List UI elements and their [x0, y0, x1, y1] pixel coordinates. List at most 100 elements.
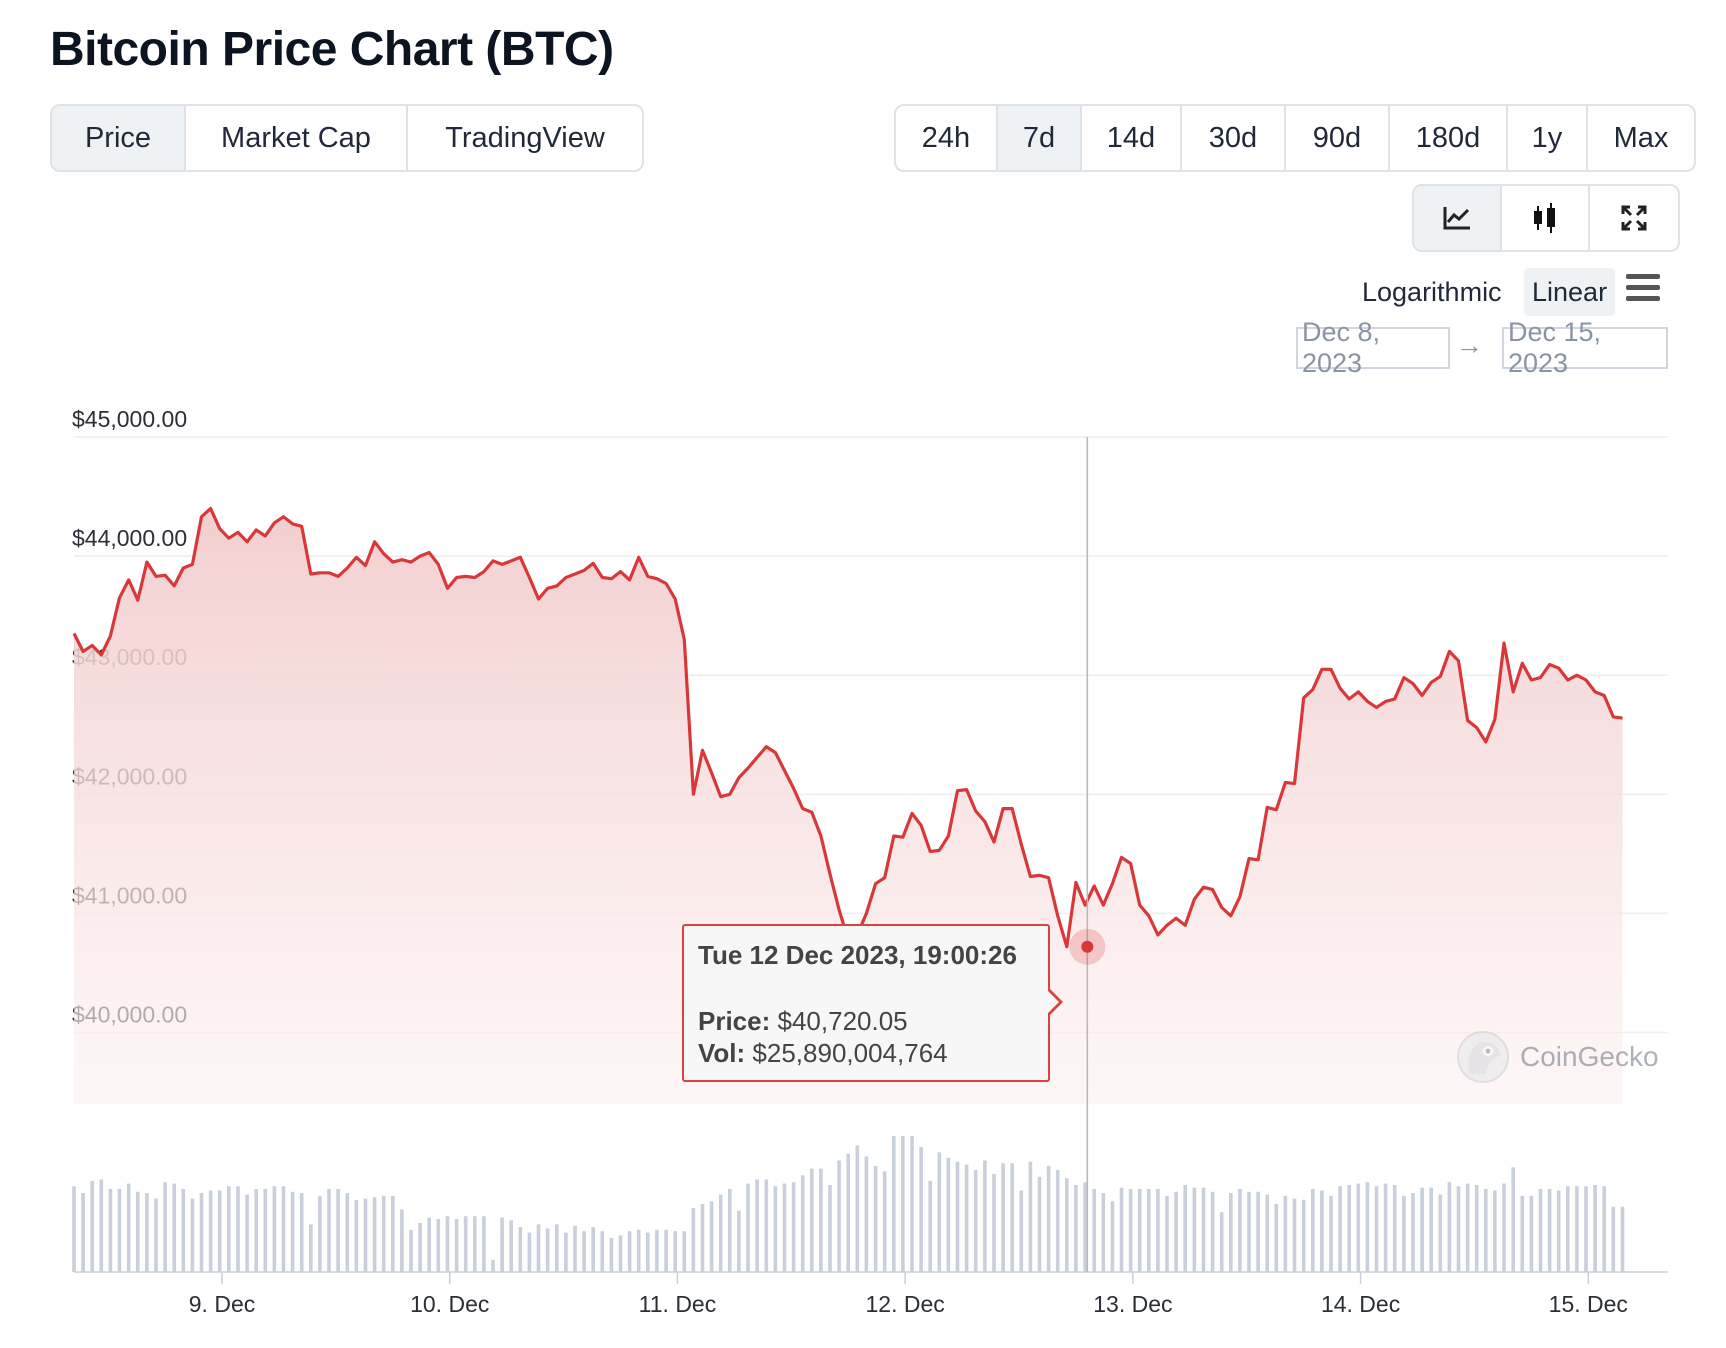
x-tick-label: 14. Dec: [1321, 1291, 1400, 1317]
volume-bar: [381, 1195, 386, 1272]
volume-bar: [664, 1229, 668, 1272]
volume-bar: [755, 1179, 759, 1272]
volume-bar: [1219, 1212, 1224, 1272]
menu-icon[interactable]: [1626, 274, 1660, 304]
volume-bar: [172, 1183, 176, 1272]
volume-bar: [1538, 1189, 1543, 1272]
tooltip-price-row: Price: $40,720.05: [698, 1005, 1034, 1037]
volume-bar: [1456, 1186, 1461, 1272]
volume-bar: [864, 1156, 869, 1272]
volume-bar: [555, 1224, 559, 1272]
volume-bar: [1311, 1189, 1315, 1272]
volume-bar: [427, 1217, 431, 1272]
volume-bar: [436, 1219, 441, 1272]
volume-bar: [463, 1216, 468, 1272]
line-chart-icon: [1443, 207, 1470, 230]
volume-bar: [482, 1216, 486, 1272]
volume-bar: [318, 1195, 322, 1272]
volume-bar: [673, 1231, 677, 1272]
volume-bar: [163, 1182, 167, 1272]
volume-bar: [1092, 1189, 1096, 1272]
volume-bar: [1210, 1191, 1215, 1272]
volume-bar: [773, 1186, 778, 1272]
date-to-field[interactable]: Dec 15, 2023: [1502, 317, 1668, 378]
volume-bar: [873, 1165, 878, 1272]
volume-bar: [1110, 1201, 1115, 1272]
volume-bar: [108, 1189, 113, 1272]
line-chart-button[interactable]: [1414, 186, 1502, 250]
date-from-field[interactable]: Dec 8, 2023: [1296, 317, 1450, 378]
volume-bar: [1329, 1195, 1333, 1272]
volume-bar: [564, 1232, 568, 1272]
volume-bar: [964, 1164, 969, 1272]
watermark-text: CoinGecko: [1520, 1041, 1659, 1072]
volume-bar: [955, 1161, 960, 1272]
volume-bar: [418, 1223, 422, 1272]
volume-bar: [1010, 1163, 1014, 1272]
tab-tradingview[interactable]: TradingView: [445, 121, 605, 154]
volume-bar: [782, 1183, 787, 1272]
volume-bar: [1192, 1187, 1197, 1272]
volume-bar: [181, 1189, 186, 1272]
volume-bar: [1383, 1183, 1388, 1272]
volume-bar: [217, 1190, 222, 1272]
volume-bar: [1292, 1198, 1297, 1272]
logarithmic-toggle[interactable]: Logarithmic: [1362, 276, 1502, 307]
volume-bar: [145, 1193, 149, 1272]
volume-bar: [72, 1186, 76, 1272]
linear-toggle[interactable]: Linear: [1524, 268, 1616, 316]
range-14d-button[interactable]: 14d: [1082, 106, 1182, 170]
volume-bar: [1365, 1182, 1370, 1272]
range-7d-button[interactable]: 7d: [998, 106, 1082, 170]
volume-bar: [1402, 1195, 1406, 1272]
volume-bar: [1046, 1165, 1051, 1272]
range-30d-button[interactable]: 30d: [1182, 106, 1286, 170]
volume-bar: [1256, 1191, 1260, 1272]
tab-price[interactable]: Price: [52, 106, 186, 170]
range-90d-button[interactable]: 90d: [1286, 106, 1390, 170]
volume-bar: [882, 1171, 887, 1272]
volume-bar: [1374, 1186, 1379, 1272]
price-area: [74, 508, 1623, 1104]
volume-bar: [81, 1193, 85, 1272]
tooltip-price-value: $40,720.05: [777, 1006, 908, 1036]
fullscreen-button[interactable]: [1590, 186, 1678, 250]
volume-bar: [828, 1185, 832, 1272]
chart-type-tools: [1412, 184, 1680, 252]
volume-bar: [527, 1232, 532, 1272]
volume-bar: [126, 1183, 131, 1272]
volume-bar: [1320, 1190, 1324, 1272]
volume-bar: [445, 1216, 450, 1272]
volume-bar: [1420, 1187, 1424, 1272]
volume-bar: [363, 1198, 368, 1272]
volume-bar: [290, 1191, 295, 1272]
volume-bar: [1356, 1183, 1361, 1272]
price-chart[interactable]: $40,000.00$41,000.00$42,000.00$43,000.00…: [0, 400, 1726, 1340]
volume-bar: [1165, 1195, 1169, 1272]
volume-bar: [1556, 1190, 1561, 1272]
range-max-button[interactable]: Max: [1613, 121, 1669, 154]
x-tick-label: 11. Dec: [639, 1291, 717, 1317]
volume-bar: [1511, 1167, 1515, 1272]
volume-bar: [1584, 1186, 1588, 1272]
hover-point: [1081, 940, 1094, 953]
range-180d-button[interactable]: 180d: [1390, 106, 1508, 170]
range-1y-button[interactable]: 1y: [1508, 106, 1588, 170]
tooltip-date: Tue 12 Dec 2023, 19:00:26: [698, 940, 1017, 970]
volume-bar: [855, 1145, 860, 1272]
volume-bar: [618, 1235, 623, 1272]
candlestick-button[interactable]: [1502, 186, 1590, 250]
tab-market-cap[interactable]: Market Cap: [186, 106, 408, 170]
x-tick-label: 12. Dec: [866, 1291, 945, 1317]
volume-bar: [992, 1174, 996, 1272]
price-tooltip: Tue 12 Dec 2023, 19:00:26 Price: $40,720…: [682, 924, 1050, 1082]
y-tick-label: $44,000.00: [72, 525, 187, 551]
range-24h-button[interactable]: 24h: [896, 106, 998, 170]
volume-bar: [254, 1189, 258, 1272]
volume-bar: [245, 1194, 249, 1272]
volume-bar: [1174, 1191, 1178, 1272]
range-selector: 24h 7d 14d 30d 90d 180d 1y Max: [894, 104, 1696, 172]
volume-bar: [1301, 1199, 1306, 1272]
volume-bar: [791, 1182, 796, 1272]
volume-bar: [709, 1201, 714, 1272]
